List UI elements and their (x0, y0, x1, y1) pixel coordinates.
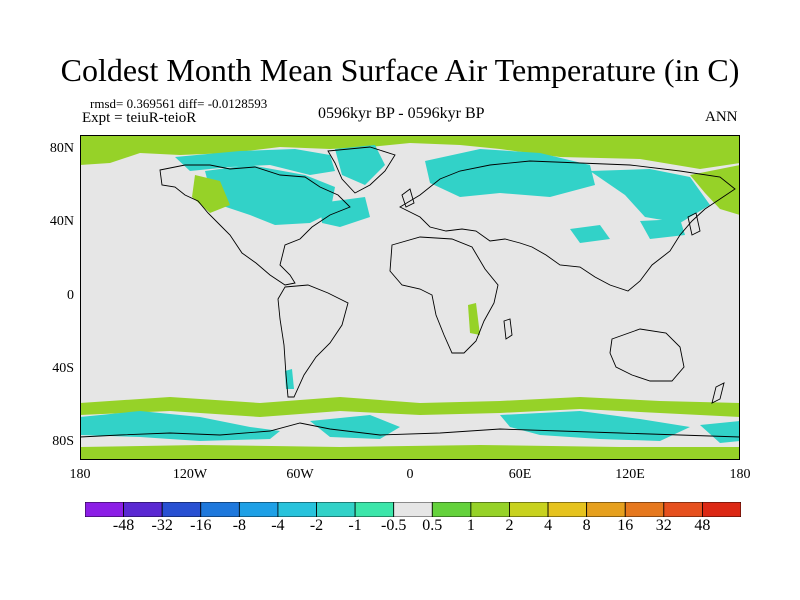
colorbar-label: -48 (112, 517, 135, 534)
colorbar-swatch (663, 502, 703, 517)
colorbar-swatch (316, 502, 356, 517)
colorbar-swatch (470, 502, 510, 517)
colorbar-label: -2 (309, 517, 324, 534)
lon-label-60e: 60E (508, 467, 532, 482)
colorbar-label: 16 (617, 517, 634, 534)
lon-label-120w: 120W (172, 467, 208, 482)
colorbar-label: 4 (544, 517, 553, 534)
anomaly-antarctic-south-warm (80, 445, 740, 460)
map-border (80, 135, 740, 460)
coast-uk (401, 188, 415, 208)
lon-label-180e: 180 (729, 467, 751, 482)
colorbar-swatch (161, 502, 202, 517)
anomaly-antarctic-teal-4 (700, 421, 740, 443)
coastlines (80, 146, 740, 438)
coast-antarctica (80, 422, 740, 438)
stats-line: rmsd= 0.369561 diff= -0.0128593 (90, 96, 268, 111)
anomaly-north-america-warm (192, 175, 230, 213)
anomaly-north-america-south (320, 197, 370, 227)
colorbar-swatch (123, 502, 163, 517)
colorbar-label: -1 (348, 517, 362, 534)
lat-label-0: 0 (67, 288, 74, 303)
colorbar-swatch (200, 502, 240, 517)
page-title: Coldest Month Mean Surface Air Temperatu… (60, 52, 740, 88)
colorbar-swatch (586, 502, 626, 517)
colorbar-label: 1 (466, 517, 475, 534)
colorbar-label: -32 (151, 517, 173, 534)
anomaly-greenland-teal (335, 145, 385, 185)
colorbar-swatch (393, 502, 433, 517)
anomaly-southern-ocean-warm (80, 397, 740, 417)
anomaly-arctic-teal (175, 149, 335, 175)
coast-south-america (277, 284, 349, 398)
colorbar-swatch (277, 502, 317, 517)
anomaly-antarctic-teal-2 (310, 415, 400, 439)
colorbar-label: -0.5 (381, 517, 407, 534)
map-panel (80, 135, 740, 460)
coast-eurasia (399, 160, 736, 292)
lat-label-40n: 40N (49, 214, 74, 229)
anomaly-north-america (205, 165, 335, 225)
coast-australia (609, 328, 685, 382)
anomaly-eurasia-north (425, 149, 595, 197)
anomaly-africa-spot (468, 303, 480, 335)
colorbar-swatch (547, 502, 588, 517)
anomaly-arctic-band (80, 135, 740, 169)
colorbar-label: 48 (694, 517, 711, 534)
colorbar-label: 0.5 (422, 517, 443, 534)
colorbar-swatch (431, 502, 472, 517)
lon-label-120e: 120E (615, 467, 645, 482)
colorbar-swatch (354, 502, 395, 517)
lat-label-80s: 80S (52, 434, 74, 449)
experiment-line: Expt = teiuR-teioR (82, 110, 197, 126)
colorbar-swatch (509, 502, 549, 517)
colorbar (85, 502, 741, 517)
coast-greenland (327, 146, 396, 194)
anomaly-antarctic-teal-1 (80, 411, 280, 441)
colorbar-swatch (238, 502, 279, 517)
coast-japan (687, 212, 701, 236)
colorbar-swatch (85, 502, 124, 517)
anomaly-asia-patch (570, 225, 610, 243)
coast-north-america (159, 164, 351, 286)
lon-label-180w: 180 (69, 467, 91, 482)
anomaly-asia-patch-2 (640, 219, 685, 239)
colorbar-label: -4 (271, 517, 285, 534)
coast-africa (389, 236, 499, 354)
colorbar-label: -8 (232, 517, 247, 534)
period-line: 0596kyr BP - 0596kyr BP (318, 105, 485, 122)
anomaly-siberia-warm (690, 165, 740, 215)
lon-label-0: 0 (406, 467, 414, 482)
lat-label-80n: 80N (49, 141, 74, 156)
coast-madagascar (503, 318, 513, 340)
coast-new-zealand (711, 382, 725, 404)
colorbar-label: 8 (582, 517, 591, 534)
anomaly-siberia (590, 169, 710, 223)
colorbar-swatch (624, 502, 665, 517)
colorbar-swatch (702, 502, 741, 517)
season-label: ANN (705, 109, 738, 125)
colorbar-label: -16 (190, 517, 212, 534)
colorbar-label: 32 (655, 517, 672, 534)
lon-label-60w: 60W (286, 467, 314, 482)
colorbar-label: 2 (505, 517, 514, 534)
lat-label-40s: 40S (52, 361, 74, 376)
